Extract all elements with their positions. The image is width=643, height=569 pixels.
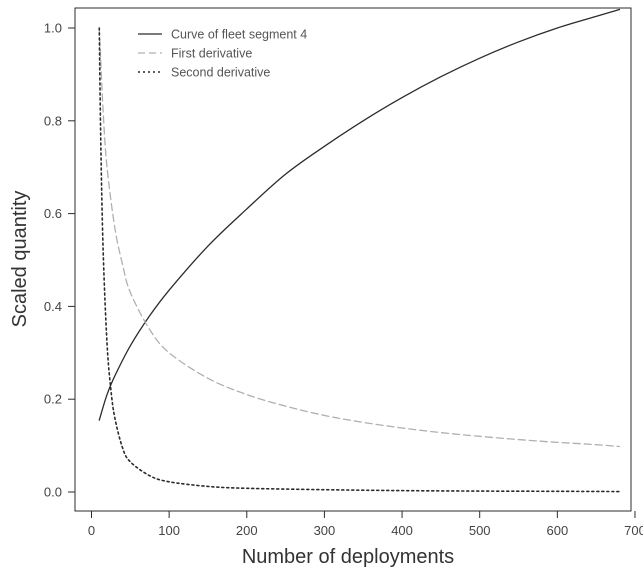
x-tick-label: 200 <box>236 523 258 538</box>
legend-item-curve: Curve of fleet segment 4 <box>171 28 307 42</box>
x-axis: 0 100 200 300 400 500 600 700 <box>88 511 643 538</box>
x-tick-label: 0 <box>88 523 95 538</box>
y-tick-label: 0.0 <box>44 485 62 500</box>
y-tick-label: 1.0 <box>44 21 62 36</box>
series-line-second-derivative <box>98 27 621 493</box>
x-tick-label: 600 <box>546 523 568 538</box>
x-tick-label: 500 <box>469 523 491 538</box>
series-line-curve <box>98 8 621 421</box>
x-tick-label: 700 <box>624 523 643 538</box>
y-tick-label: 0.6 <box>44 206 62 221</box>
y-tick-label: 0.4 <box>44 299 62 314</box>
legend-item-first-derivative: First derivative <box>171 47 252 61</box>
legend: Curve of fleet segment 4 First derivative… <box>138 28 307 80</box>
plot-frame <box>74 7 632 512</box>
series-line-first-derivative <box>98 27 621 448</box>
x-tick-label: 100 <box>158 523 180 538</box>
y-tick-label: 0.8 <box>44 113 62 128</box>
y-axis-title: Scaled quantity <box>9 191 31 328</box>
x-tick-label: 300 <box>314 523 336 538</box>
y-tick-label: 0.2 <box>44 392 62 407</box>
x-tick-label: 400 <box>391 523 413 538</box>
x-axis-title: Number of deployments <box>242 546 454 568</box>
legend-item-second-derivative: Second derivative <box>171 66 270 80</box>
series-layer <box>98 8 621 493</box>
y-axis: 0.0 0.2 0.4 0.6 0.8 1.0 <box>44 21 75 500</box>
